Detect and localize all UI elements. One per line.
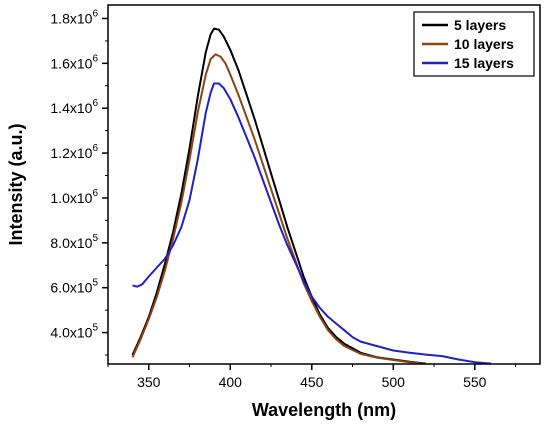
x-tick-label: 400 [219, 374, 243, 390]
y-tick-label: 6.0x105 [50, 278, 98, 296]
legend-label: 5 layers [454, 17, 506, 33]
x-tick-label: 350 [137, 374, 161, 390]
series-group [131, 27, 492, 364]
y-tick-label: 1.4x106 [50, 98, 98, 116]
y-tick-label: 1.6x106 [50, 53, 98, 71]
x-tick-label: 450 [300, 374, 324, 390]
x-tick-label: 550 [463, 374, 487, 390]
y-tick-label: 8.0x105 [50, 233, 98, 251]
y-tick-label: 1.8x106 [50, 8, 98, 26]
legend-label: 10 layers [454, 36, 514, 52]
plot-frame [107, 4, 541, 365]
legend: 5 layers 10 layers 15 layers [413, 11, 535, 77]
x-tick-label: 500 [382, 374, 406, 390]
y-tick-label: 4.0x105 [50, 323, 98, 341]
legend-label: 15 layers [454, 55, 514, 71]
y-tick-label: 1.2x106 [50, 143, 98, 161]
y-axis-title: Intensity (a.u.) [6, 123, 26, 245]
x-axis-title: Wavelength (nm) [252, 400, 396, 420]
y-tick-label: 1.0x106 [50, 188, 98, 206]
series-line-2 [131, 53, 427, 364]
series-line-3 [132, 82, 492, 364]
series-line-1 [131, 27, 427, 364]
